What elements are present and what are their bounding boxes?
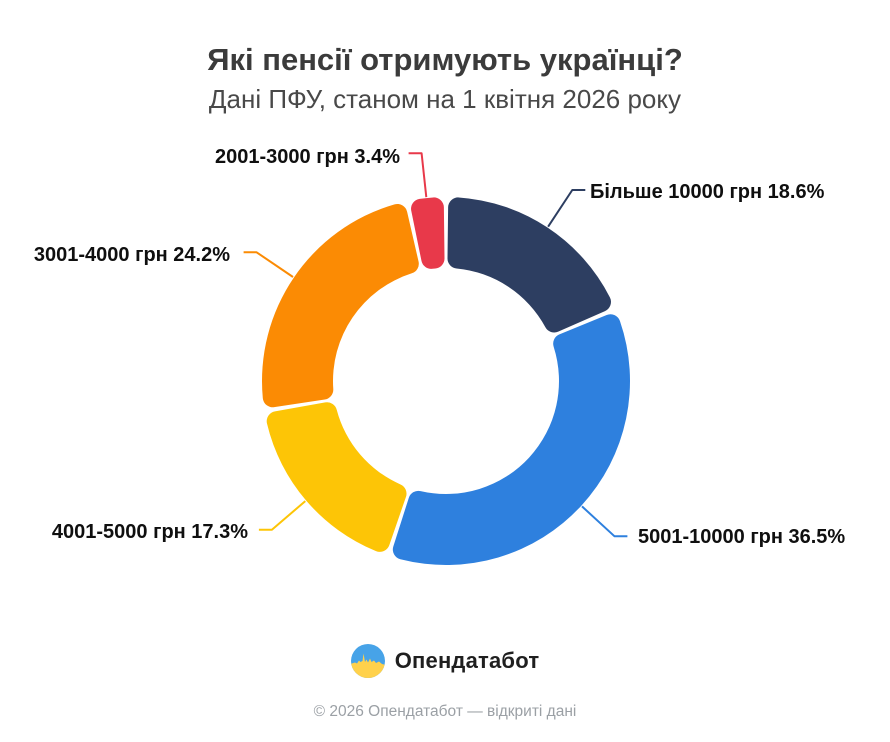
pie-slice-0 [447, 197, 611, 333]
page-subtitle: Дані ПФУ, станом на 1 квітня 2026 року [208, 84, 682, 114]
brand-row: Опендатабот [0, 644, 890, 678]
pie-slice-1 [392, 314, 631, 566]
leader-line-2 [258, 500, 306, 531]
pie-slice-3 [262, 203, 419, 408]
brand-name: Опендатабот [394, 648, 540, 673]
slice-label-bilshe-10000: Більше 10000 грн 18.6% [590, 181, 825, 203]
slice-label-3001-4000: 3001-4000 грн 24.2% [33, 244, 230, 266]
pie-slice-2 [266, 402, 407, 552]
slice-label-4001-5000: 4001-5000 грн 17.3% [51, 521, 248, 543]
opendatabot-logo-icon [350, 644, 385, 678]
leader-line-1 [581, 505, 628, 538]
leader-line-3 [243, 251, 294, 278]
slice-label-2001-3000: 2001-3000 грн 3.4% [215, 146, 400, 168]
leader-line-0 [547, 189, 586, 228]
page-title: Які пенсії отримують українці? [207, 42, 683, 77]
slice-label-5001-10000: 5001-10000 грн 36.5% [638, 526, 846, 548]
pie-slice-4 [411, 197, 445, 269]
leader-line-4 [408, 152, 428, 198]
copyright-line: © 2026 Опендатабот — відкриті дані [313, 703, 577, 720]
logo-waveform-half [350, 653, 385, 678]
